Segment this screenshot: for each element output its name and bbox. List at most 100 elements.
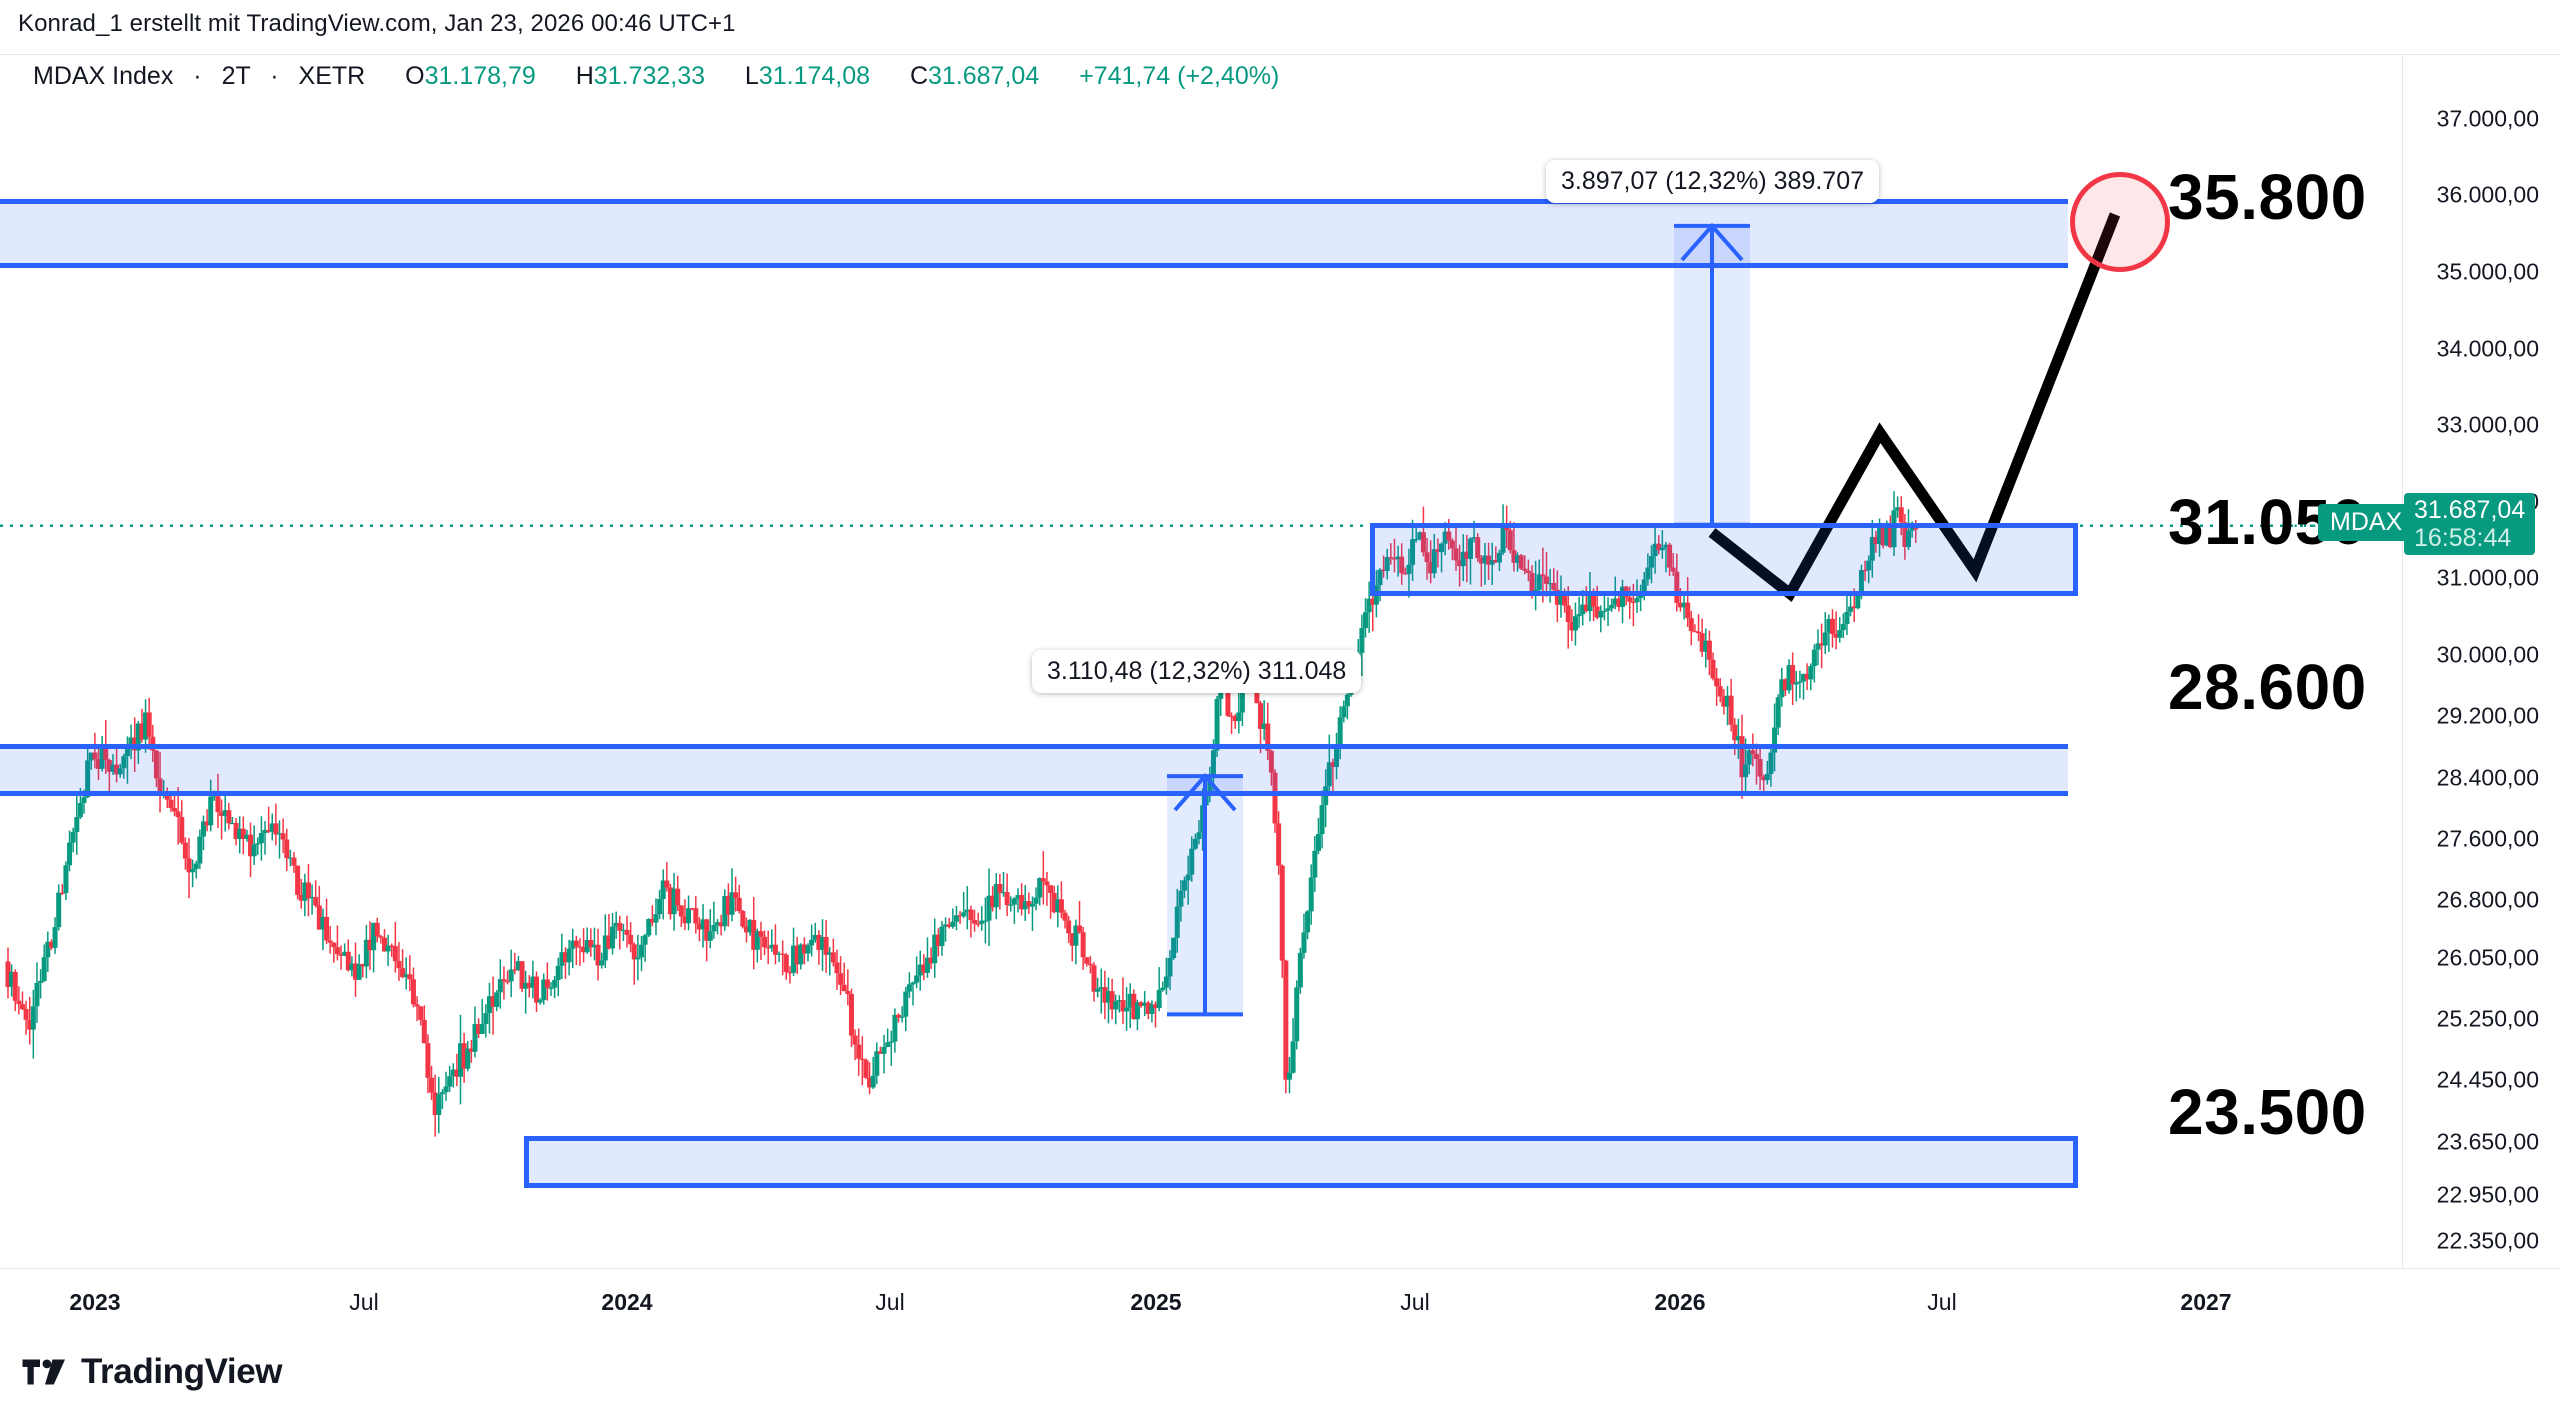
candle-body [924, 957, 930, 973]
candle-body [1359, 628, 1365, 653]
candle-body [88, 752, 94, 761]
candle-body [1319, 805, 1325, 835]
candle-body [9, 971, 15, 987]
candle-body [77, 802, 83, 818]
candle-body [805, 945, 811, 954]
candle-body [1540, 574, 1546, 577]
candle-body [1757, 759, 1763, 777]
candle-body [1790, 665, 1796, 685]
candle-body [1507, 530, 1513, 551]
tradingview-logo[interactable]: TradingView [22, 1352, 283, 1392]
tradingview-wordmark: TradingView [81, 1352, 283, 1391]
candle-body [1029, 903, 1035, 907]
candle-body [1685, 602, 1691, 619]
candle-body [1402, 573, 1408, 575]
candle-body [439, 1092, 445, 1095]
candle-body [664, 880, 670, 888]
candle-body [139, 723, 145, 740]
symbol-badge[interactable]: MDAX [2318, 503, 2415, 541]
candle-body [928, 957, 934, 964]
candle-body [1721, 696, 1727, 707]
candle-body [1153, 1004, 1159, 1008]
candle-body [27, 1019, 33, 1030]
measure-tool-measure-lower[interactable] [1167, 773, 1243, 1017]
candle-body [1833, 633, 1839, 638]
candle-body [816, 934, 822, 950]
candle-body [1743, 764, 1749, 778]
price-tick-30000: 30.000,00 [2436, 641, 2539, 668]
candle-body [1124, 1007, 1130, 1012]
candle-body [1410, 539, 1416, 565]
candle-body [1192, 838, 1198, 849]
candle-body [639, 944, 644, 958]
price-tick-27600: 27.600,00 [2436, 825, 2539, 852]
candle-body [1026, 901, 1032, 907]
price-tick-36000: 36.000,00 [2436, 181, 2539, 208]
candle-body [1015, 894, 1021, 899]
candle-body [1580, 604, 1586, 615]
candle-body [1055, 899, 1061, 913]
price-tick-24450: 24.450,00 [2436, 1066, 2539, 1093]
candle-body [1232, 716, 1238, 722]
time-axis[interactable]: 2023 Jul 2024 Jul 2025 Jul 2026 Jul 2027 [0, 1268, 2560, 1331]
candle-body [1156, 990, 1162, 1008]
candle-body [1239, 674, 1245, 713]
candle-body [1334, 746, 1340, 767]
zone-resistance-35800[interactable] [0, 199, 2068, 269]
candle-body [1120, 1000, 1126, 1012]
legend-low-value: 31.174,08 [758, 62, 871, 90]
candle-body [1344, 694, 1350, 707]
candle-body [1735, 736, 1741, 741]
candle-body [743, 926, 749, 933]
candle-body [251, 844, 257, 857]
candle-body [45, 941, 51, 958]
candle-body [403, 974, 409, 978]
target-23500: 23.500 [2168, 1076, 2367, 1148]
candle-body [1467, 538, 1473, 559]
projection-path[interactable] [1708, 212, 2121, 603]
measure-tool-measure-upper[interactable] [1674, 222, 1750, 527]
candle-body [1855, 594, 1861, 609]
candle-body [562, 952, 568, 963]
candle-body [30, 1006, 36, 1030]
candle-body [135, 723, 141, 751]
last-price-badge[interactable]: 31.687,04 16:58:44 [2404, 492, 2536, 555]
candle-body [458, 1043, 463, 1077]
candle-body [599, 960, 605, 966]
chart-legend[interactable]: MDAX Index · 2T · XETR O31.178,79 H31.73… [33, 62, 1279, 91]
candle-body [1167, 958, 1173, 977]
candle-body [128, 737, 134, 747]
candle-body [588, 940, 594, 948]
candle-body [1725, 695, 1730, 707]
zone-support-23500[interactable] [524, 1136, 2078, 1188]
candle-body [374, 922, 380, 937]
candle-body [1547, 583, 1553, 585]
candle-body [465, 1048, 471, 1069]
candle-body [454, 1069, 460, 1077]
candle-body [1388, 557, 1394, 559]
candle-body [1522, 568, 1528, 571]
zone-support-28600[interactable] [0, 743, 2068, 797]
candle-body [266, 829, 272, 832]
price-axis[interactable]: 37.000,00 36.000,00 35.000,00 34.000,00 33.0… [2402, 55, 2560, 1268]
candle-body [635, 957, 641, 960]
candle-body [780, 953, 786, 955]
price-tick-33000: 33.000,00 [2436, 411, 2539, 438]
candle-body [280, 833, 286, 840]
candle-body [410, 979, 416, 1005]
price-tick-23650: 23.650,00 [2436, 1128, 2539, 1155]
candle-body [277, 833, 282, 835]
candle-body [1486, 555, 1492, 565]
candle-body [146, 712, 152, 737]
candle-body [1058, 899, 1064, 913]
candle-body [41, 957, 47, 981]
candle-body [845, 991, 851, 994]
candle-body [877, 1051, 883, 1054]
candle-body [429, 1077, 435, 1093]
candle-body [1363, 612, 1368, 629]
chart-plot-area[interactable] [0, 88, 2402, 1268]
zone-resistance-31050[interactable] [1370, 523, 2078, 597]
candle-body [1898, 507, 1904, 523]
candle-body [153, 750, 159, 779]
candle-body [921, 964, 927, 973]
